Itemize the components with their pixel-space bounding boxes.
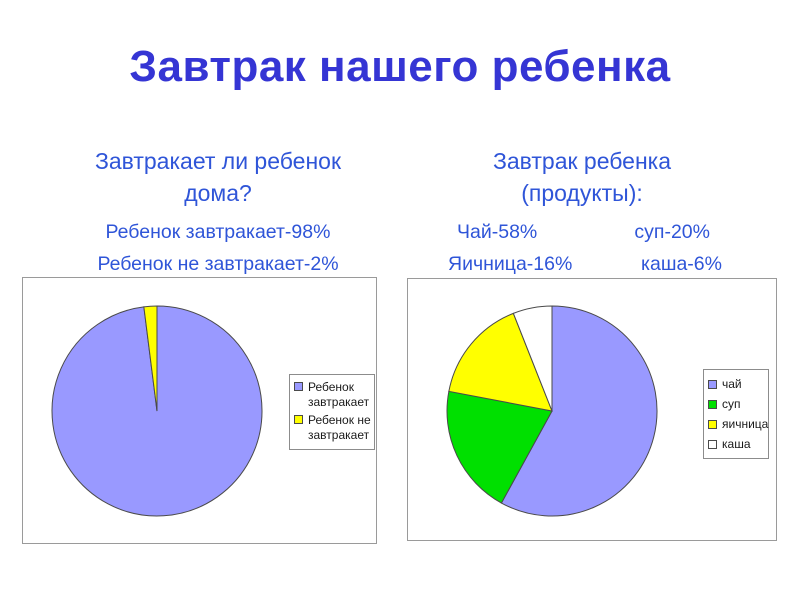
legend-label-tea: чай [722,377,742,391]
right-question-heading: Завтрак ребенка (продукты): [412,145,752,209]
left-heading-line1: Завтракает ли ребенок [94,148,342,174]
legend-swatch-soup [708,400,717,409]
legend-swatch-eggs [708,420,717,429]
pie-slice-1-0 [500,305,658,517]
right-stats-row2: Яичница-16% каша-6% [412,248,752,280]
right-stats-row1: Чай-58% суп-20% [412,216,752,248]
legend-swatch-tea [708,380,717,389]
legend-swatch-no-breakfast [294,415,303,424]
breakfast-products-pie-chart [446,305,658,517]
stat-soup: суп-20% [634,221,710,243]
breakfast-at-home-legend: Ребенок завтракает Ребенок не завтракает [289,374,375,450]
pie-slice-1-1 [446,390,553,504]
legend-entry-tea: чай [708,375,765,394]
legend-entry-breakfast: Ребенок завтракает [294,380,371,410]
left-stat-breakfast: Ребенок завтракает-98% [105,221,331,243]
left-question-block: Завтракает ли ребенок дома? Ребенок завт… [38,145,398,280]
right-stats: Чай-58% суп-20% Яичница-16% каша-6% [412,216,752,280]
legend-entry-no-breakfast: Ребенок не завтракает [294,413,371,443]
slide-title: Завтрак нашего ребенка [129,42,671,91]
legend-label-eggs: яичница [722,417,769,431]
right-heading-line1: Завтрак ребенка [492,148,672,174]
breakfast-products-chart-panel: чай суп яичница каша [407,278,777,541]
pie-slice-1-2 [448,312,553,412]
pie-slice-1-3 [512,305,553,412]
stat-eggs: Яичница-16% [448,253,573,275]
right-heading-line2: (продукты): [521,180,643,206]
left-stats: Ребенок завтракает-98% Ребенок не завтра… [38,216,398,280]
legend-label-porridge: каша [722,437,751,451]
legend-entry-soup: суп [708,395,765,414]
legend-label-soup: суп [722,397,741,411]
pie-slice-0-1 [143,305,158,412]
stat-porridge: каша-6% [641,253,722,275]
left-stat-no-breakfast: Ребенок не завтракает-2% [97,253,339,275]
right-question-block: Завтрак ребенка (продукты): Чай-58% суп-… [412,145,752,280]
legend-entry-porridge: каша [708,435,765,454]
breakfast-products-legend: чай суп яичница каша [703,369,769,459]
legend-swatch-porridge [708,440,717,449]
legend-swatch-breakfast [294,382,303,391]
legend-label-breakfast: Ребенок завтракает [308,380,370,409]
legend-entry-eggs: яичница [708,415,769,434]
left-heading-line2: дома? [184,180,252,206]
left-question-heading: Завтракает ли ребенок дома? [38,145,398,209]
breakfast-at-home-chart-panel: Ребенок завтракает Ребенок не завтракает [22,277,377,544]
legend-label-no-breakfast: Ребенок не завтракает [308,413,371,442]
breakfast-at-home-pie-chart [51,305,263,517]
stat-tea: Чай-58% [457,221,538,243]
